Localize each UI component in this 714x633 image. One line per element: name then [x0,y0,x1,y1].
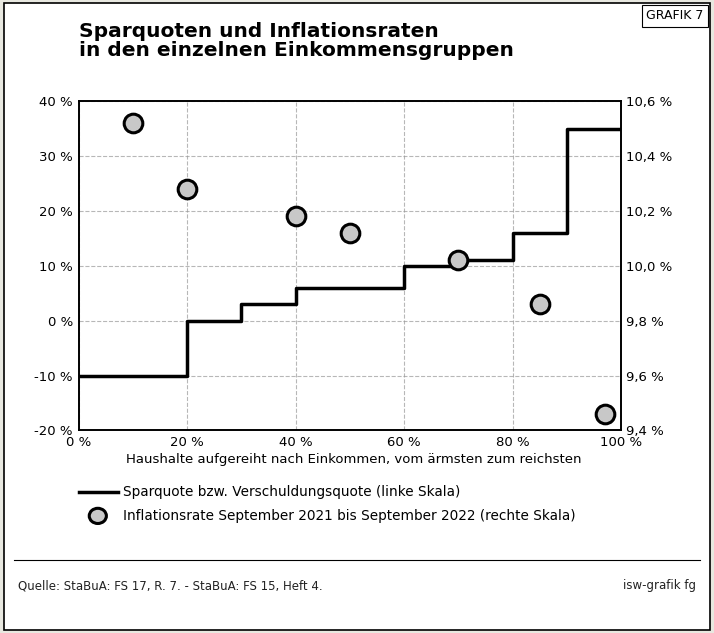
Text: Haushalte aufgereiht nach Einkommen, vom ärmsten zum reichsten: Haushalte aufgereiht nach Einkommen, vom… [126,453,581,466]
Point [290,211,301,222]
Text: isw-grafik fg: isw-grafik fg [623,579,696,592]
Text: in den einzelnen Einkommensgruppen: in den einzelnen Einkommensgruppen [79,41,513,60]
Point [453,255,464,265]
Point [181,184,193,194]
Point [534,299,545,310]
Text: Inflationsrate September 2021 bis September 2022 (rechte Skala): Inflationsrate September 2021 bis Septem… [123,509,575,523]
Text: Sparquoten und Inflationsraten: Sparquoten und Inflationsraten [79,22,438,41]
Text: Sparquote bzw. Verschuldungsquote (linke Skala): Sparquote bzw. Verschuldungsquote (linke… [123,486,461,499]
Text: Quelle: StaBuA: FS 17, R. 7. - StaBuA: FS 15, Heft 4.: Quelle: StaBuA: FS 17, R. 7. - StaBuA: F… [18,579,323,592]
Point [599,409,610,419]
Point [127,118,139,128]
Text: GRAFIK 7: GRAFIK 7 [646,9,703,23]
Point [344,228,356,238]
